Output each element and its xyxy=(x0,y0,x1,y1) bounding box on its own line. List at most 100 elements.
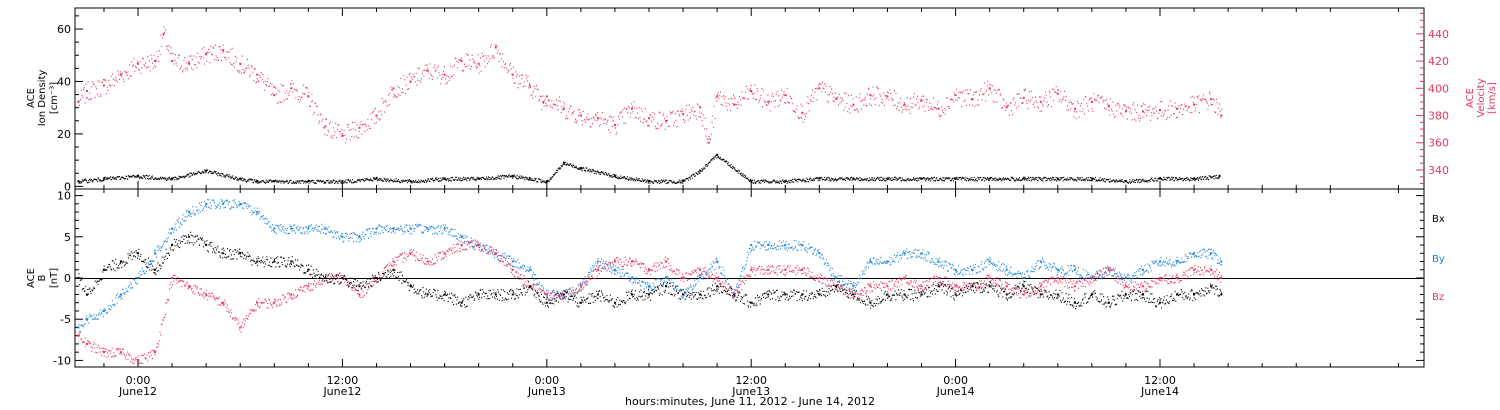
density-series-dot xyxy=(455,176,457,178)
by-series-dot xyxy=(814,249,816,251)
velocity-series-dot xyxy=(1070,102,1072,104)
by-series-dot xyxy=(668,278,670,281)
velocity-series-point xyxy=(665,119,668,122)
velocity-series-dot xyxy=(184,68,186,70)
density-series-dot xyxy=(608,175,610,177)
velocity-series-point xyxy=(511,73,514,76)
by-series-dot xyxy=(730,285,732,288)
density-series-dot xyxy=(464,177,466,179)
density-series-dot xyxy=(380,178,382,180)
velocity-series-dot xyxy=(1205,100,1207,103)
density-series-dot xyxy=(922,178,924,180)
density-series-dot xyxy=(707,162,709,165)
by-series-dot xyxy=(676,288,678,290)
by-series-dot xyxy=(821,254,823,256)
density-series-dot xyxy=(519,175,521,177)
velocity-series-dot xyxy=(764,101,766,103)
density-series-dot xyxy=(589,169,591,171)
velocity-series-dot xyxy=(248,67,250,69)
density-series-dot xyxy=(433,180,435,182)
velocity-series-dot xyxy=(1187,107,1189,109)
by-series-dot xyxy=(599,260,601,263)
velocity-series-dot xyxy=(247,59,249,61)
velocity-series-dot xyxy=(841,98,843,100)
density-series-dot xyxy=(1091,179,1093,181)
density-series-dot xyxy=(327,180,329,182)
density-series-dot xyxy=(757,180,759,182)
by-series-dot xyxy=(500,254,502,257)
by-series-dot xyxy=(801,244,803,246)
density-series-dot xyxy=(1176,179,1178,182)
velocity-series-dot xyxy=(861,100,863,102)
by-series-dot xyxy=(848,288,850,290)
density-series-dot xyxy=(958,177,960,179)
density-series-dot xyxy=(325,181,327,184)
by-series-dot xyxy=(323,226,325,228)
density-series-dot xyxy=(446,178,448,180)
density-series-dot xyxy=(98,179,100,181)
by-series-dot xyxy=(92,318,94,320)
density-series-dot xyxy=(437,178,439,180)
density-series-dot xyxy=(986,178,988,180)
density-series-dot xyxy=(179,177,181,179)
by-series-dot xyxy=(499,259,501,262)
by-series-dot xyxy=(221,200,223,202)
by-series-dot xyxy=(786,249,788,252)
density-series-dot xyxy=(1147,181,1149,183)
density-series-dot xyxy=(1054,179,1056,181)
velocity-series-dot xyxy=(1165,110,1167,112)
velocity-series-dot xyxy=(1206,102,1208,104)
density-series-dot xyxy=(897,178,899,180)
velocity-series-dot xyxy=(341,128,343,131)
density-series-dot xyxy=(1073,180,1075,182)
density-series-dot xyxy=(1093,177,1095,180)
velocity-series-dot xyxy=(153,55,155,57)
density-series-dot xyxy=(894,179,896,181)
velocity-series-dot xyxy=(143,64,145,66)
velocity-series-dot xyxy=(788,101,790,104)
velocity-series-dot xyxy=(352,121,354,124)
density-series-dot xyxy=(204,170,206,173)
density-series-dot xyxy=(827,176,829,178)
by-series-dot xyxy=(550,297,552,299)
velocity-series-dot xyxy=(860,100,862,102)
by-series-dot xyxy=(144,272,146,275)
density-series-dot xyxy=(532,179,534,182)
velocity-series-dot xyxy=(181,71,183,73)
density-series-dot xyxy=(631,178,633,181)
by-series-dot xyxy=(603,260,605,262)
density-series-dot xyxy=(399,181,401,184)
density-series-dot xyxy=(840,178,842,180)
density-series-dot xyxy=(743,174,745,176)
density-series-dot xyxy=(768,182,770,184)
by-series-dot xyxy=(806,250,808,252)
density-series-dot xyxy=(248,180,250,182)
velocity-series-dot xyxy=(572,111,574,114)
by-series-dot xyxy=(793,240,795,242)
by-series-dot xyxy=(101,313,103,315)
by-series-dot xyxy=(336,231,338,233)
velocity-series-dot xyxy=(214,58,216,61)
density-series-dot xyxy=(804,181,806,183)
density-series-dot xyxy=(755,182,757,184)
velocity-series-dot xyxy=(782,94,784,96)
velocity-series-point xyxy=(920,99,923,102)
density-series-dot xyxy=(1105,179,1107,181)
velocity-series-dot xyxy=(1017,93,1019,95)
by-series-dot xyxy=(327,229,329,231)
by-series-dot xyxy=(267,221,269,223)
by-series-dot xyxy=(602,267,604,269)
density-series-dot xyxy=(231,176,233,178)
density-series-dot xyxy=(208,170,210,173)
density-series-dot xyxy=(954,177,956,179)
density-series-dot xyxy=(1130,182,1132,184)
velocity-series-dot xyxy=(968,93,970,95)
density-series-dot xyxy=(557,167,559,169)
by-series-dot xyxy=(808,243,810,245)
velocity-series-dot xyxy=(624,122,626,124)
density-series-dot xyxy=(1037,180,1039,182)
density-series-point xyxy=(886,177,889,180)
density-series-dot xyxy=(846,177,848,179)
velocity-series-dot xyxy=(1034,96,1036,98)
by-series-dot xyxy=(764,246,766,248)
